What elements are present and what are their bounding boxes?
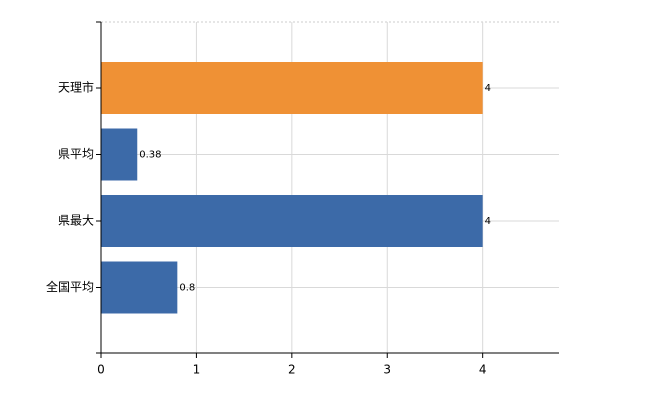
- x-tick-label: 1: [193, 363, 201, 377]
- bar: [101, 195, 483, 247]
- x-tick-label: 0: [97, 363, 105, 377]
- value-label: 0.8: [179, 283, 195, 294]
- bar: [101, 261, 178, 314]
- bar: [101, 128, 138, 181]
- bar: [101, 62, 483, 114]
- y-tick-label: 天理市: [58, 80, 94, 95]
- value-label: 4: [485, 216, 491, 227]
- x-tick-label: 3: [383, 363, 391, 377]
- y-tick-label: 全国平均: [46, 279, 94, 294]
- x-tick-label: 2: [288, 363, 296, 377]
- y-tick-label: 県最大: [58, 214, 94, 228]
- y-tick-label: 県平均: [58, 147, 94, 161]
- value-label: 4: [485, 83, 491, 94]
- x-tick-label: 4: [479, 363, 487, 377]
- value-label: 0.38: [139, 150, 161, 161]
